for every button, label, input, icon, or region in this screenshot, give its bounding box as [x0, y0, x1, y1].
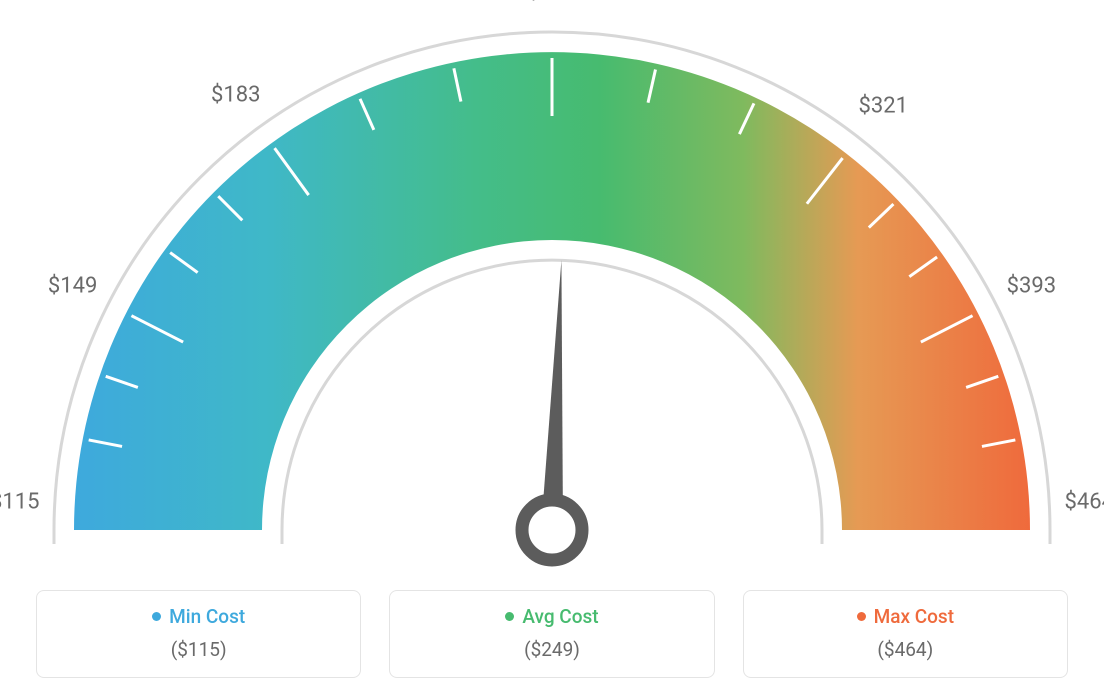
- legend-title-max: Max Cost: [874, 605, 954, 628]
- tick-label: $149: [48, 273, 97, 298]
- legend-value-min: ($115): [47, 638, 350, 661]
- tick-label: $115: [0, 489, 39, 514]
- legend-card-min: Min Cost ($115): [36, 590, 361, 678]
- tick-label: $321: [858, 94, 907, 119]
- tick-label: $393: [1007, 273, 1056, 298]
- legend-title-avg: Avg Cost: [522, 605, 598, 628]
- needle: [541, 260, 563, 530]
- legend-value-avg: ($249): [400, 638, 703, 661]
- legend-title-min: Min Cost: [169, 605, 245, 628]
- legend-value-max: ($464): [754, 638, 1057, 661]
- tick-label: $183: [211, 82, 260, 107]
- needle-hub: [522, 500, 582, 560]
- dot-avg: [505, 612, 514, 621]
- tick-label: $249: [527, 0, 576, 5]
- tick-label: $464: [1065, 489, 1104, 514]
- legend-card-max: Max Cost ($464): [743, 590, 1068, 678]
- legend-card-avg: Avg Cost ($249): [389, 590, 714, 678]
- dot-max: [857, 612, 866, 621]
- gauge-svg: [0, 0, 1104, 570]
- legend-row: Min Cost ($115) Avg Cost ($249) Max Cost…: [0, 590, 1104, 678]
- dot-min: [152, 612, 161, 621]
- cost-gauge: $115 $149 $183 $249 $321 $393 $464: [0, 0, 1104, 570]
